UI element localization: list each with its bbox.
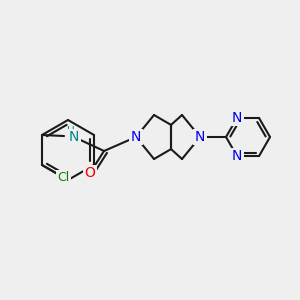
Text: N: N (69, 130, 79, 144)
Text: N: N (195, 130, 205, 144)
Text: N: N (232, 111, 242, 125)
Text: Cl: Cl (58, 171, 70, 184)
Text: H: H (67, 126, 75, 136)
Text: O: O (85, 166, 95, 180)
Text: N: N (131, 130, 141, 144)
Text: N: N (232, 149, 242, 163)
